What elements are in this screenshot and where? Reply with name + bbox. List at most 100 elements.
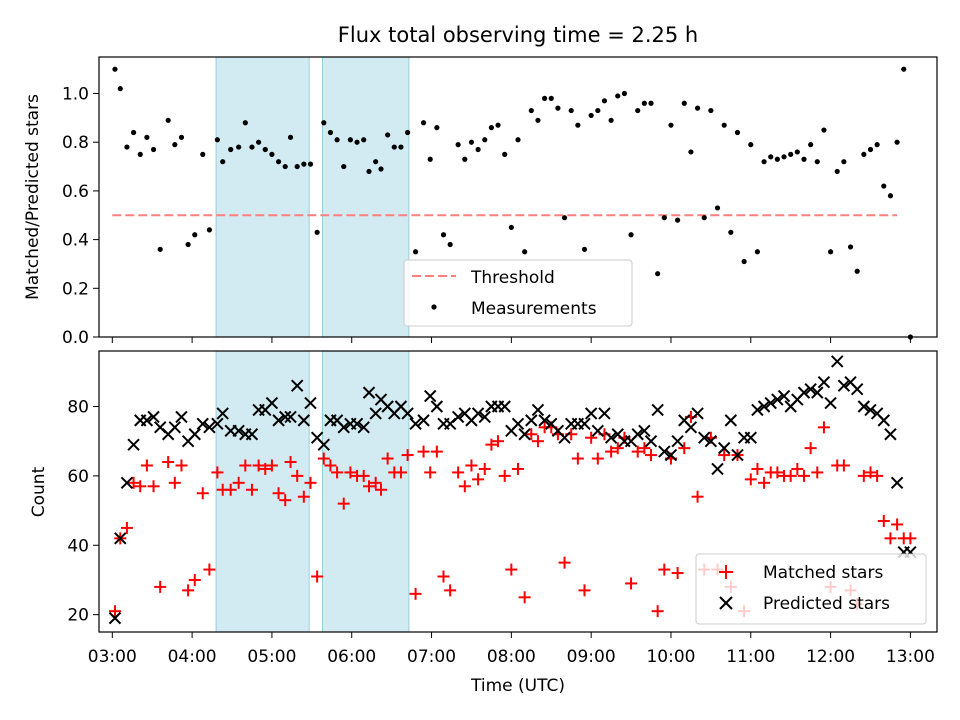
matched-star-point [518,591,531,604]
x-tick-label: 12:00 [806,647,855,667]
predicted-star-point [638,424,651,437]
matched-star-point [409,587,422,600]
shaded-interval [322,350,410,633]
matched-star-point [344,466,357,479]
ratio-legend: Threshold Measurements [403,259,633,327]
predicted-star-point [857,400,871,413]
x-tick-label: 13:00 [886,647,935,667]
matched-star-point [297,490,310,503]
predicted-star-point [751,403,764,417]
matched-star-point [631,445,644,458]
x-tick-label: 07:00 [407,647,456,667]
predicted-star-point [168,421,182,434]
measurement-point [144,134,150,140]
matched-star-point [188,573,201,586]
matched-star-point [272,487,285,500]
measurement-point [117,86,123,92]
matched-star-point [203,563,216,576]
measurement-point [398,144,404,150]
legend-matched-label: Matched stars [763,563,883,583]
y-tick-label: 0.2 [62,279,89,299]
measurement-point [655,271,661,277]
x-tick-label: 03:00 [88,647,137,667]
measurement-point [301,161,307,167]
matched-star-point [718,449,731,462]
matched-star-point [134,480,147,493]
matched-star-point [817,421,830,434]
matched-star-point [884,532,897,545]
measurement-point [214,137,220,143]
measurement-point [341,163,347,170]
predicted-star-point [850,382,864,396]
legend-predicted-label: Predicted stars [763,594,890,614]
measurement-point [754,249,761,255]
matched-star-point [444,584,457,597]
matched-star-point [465,459,478,472]
matched-star-point [369,476,382,489]
matched-star-point [485,438,498,451]
measurement-point [668,122,674,128]
measurement-point [528,107,534,114]
measurement-point [157,246,163,252]
measurement-point [788,151,794,157]
measurement-point [595,107,601,114]
matched-star-point [265,459,278,472]
matched-star-point [154,580,167,593]
x-tick-label: 08:00 [487,647,536,667]
predicted-star-point [284,410,297,424]
matched-star-point [472,473,485,486]
predicted-star-point [811,386,824,399]
matched-star-point [877,514,890,527]
x-tick-label: 05:00 [247,647,296,667]
matched-star-point [758,476,771,489]
matched-star-point [424,466,437,479]
predicted-star-point [196,417,209,431]
measurement-point [708,107,714,114]
matched-star-point [811,466,824,479]
measurement-point [314,229,320,235]
measurement-point [648,100,654,106]
measurement-point [294,163,300,170]
matched-star-point [611,442,624,455]
x-tick-label: 11:00 [726,647,775,667]
matched-star-point [791,462,804,475]
matched-star-point [317,452,330,465]
measurement-point [714,205,721,211]
measurement-point [548,95,554,101]
predicted-star-point [744,431,757,444]
measurement-point [455,142,461,148]
measurement-point [404,129,411,136]
predicted-star-point [731,448,744,462]
measurement-point [615,93,621,99]
predicted-star-point [140,414,154,427]
x-tick-label: 10:00 [646,647,695,667]
matched-star-point [232,476,245,489]
predicted-star-point [409,417,422,431]
matched-star-point [196,487,209,500]
predicted-star-point [297,414,311,427]
measurement-point [475,146,481,153]
matched-star-point [458,480,471,493]
measurement-point [508,224,514,231]
measurement-point [165,117,171,123]
matched-star-point [531,435,544,448]
measurement-point [694,105,701,111]
y-tick-label: 1.0 [62,85,89,105]
measurement-point [575,122,581,128]
predicted-star-point [317,438,331,451]
matched-star-point [771,466,784,479]
predicted-star-point [837,379,851,392]
matched-star-point [430,445,443,458]
predicted-star-point [651,403,664,417]
x-tick-label: 09:00 [567,647,616,667]
matched-star-point [357,469,370,482]
y-tick-label: 80 [67,398,89,418]
matched-star-point [108,605,121,618]
measurement-point [821,127,827,133]
y-tick-label: 40 [67,536,89,556]
predicted-star-point [664,448,678,462]
measurement-point [468,139,475,145]
measurement-point [112,66,118,72]
matched-star-point [525,428,538,441]
matched-star-point [784,469,797,482]
